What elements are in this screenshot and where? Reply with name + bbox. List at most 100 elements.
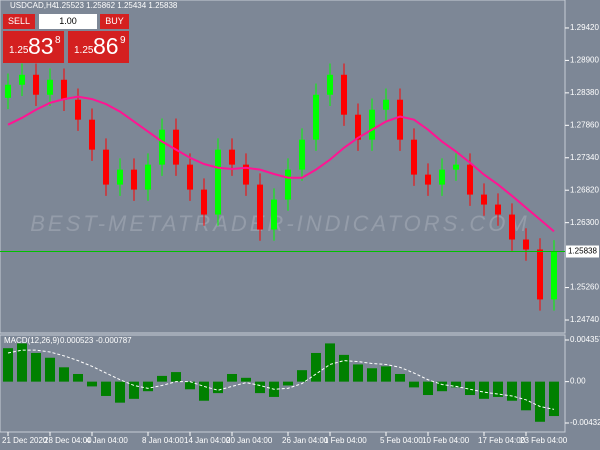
x-tick-label: 14 Jan 04:00 — [184, 436, 231, 445]
macd-bar — [17, 343, 27, 382]
macd-bar — [115, 381, 125, 403]
macd-bar — [479, 381, 489, 399]
lot-input[interactable]: 1.00 — [39, 14, 97, 29]
macd-bar — [73, 373, 83, 382]
macd-bar — [325, 343, 335, 382]
macd-title: MACD(12,26,9) — [4, 336, 60, 345]
candle-body — [369, 109, 375, 140]
candle-body — [271, 199, 277, 230]
candle-body — [103, 149, 109, 185]
candle-body — [509, 214, 515, 240]
macd-bar — [129, 381, 139, 399]
macd-bar — [367, 368, 377, 382]
candle-body — [551, 251, 557, 300]
price-pips: 86 — [93, 33, 119, 59]
current-price-label: 1.25838 — [568, 247, 597, 256]
trade-panel: SELL 1.00 BUY 1.25 83 8 1.25 86 9 — [3, 14, 129, 64]
candle-body — [257, 184, 263, 230]
macd-bar — [339, 354, 349, 382]
price-point: 8 — [55, 35, 61, 46]
y-tick-label: -0.004328 — [570, 418, 600, 427]
macd-bar — [199, 381, 209, 401]
candle-body — [33, 74, 39, 95]
x-tick-label: 23 Feb 04:00 — [520, 436, 568, 445]
y-tick-label: 1.29420 — [570, 23, 599, 32]
price-frame — [0, 0, 566, 334]
candle-body — [341, 74, 347, 115]
chart-title: USDCAD,H4 — [10, 1, 57, 10]
candle-body — [299, 139, 305, 170]
sell-button[interactable]: SELL — [3, 14, 35, 29]
buy-button[interactable]: BUY — [100, 14, 129, 29]
candle-body — [481, 194, 487, 205]
macd-bar — [87, 381, 97, 387]
macd-bar — [101, 381, 111, 396]
buy-price[interactable]: 1.25 86 9 — [68, 31, 129, 63]
candle-body — [159, 129, 165, 165]
macd-bar — [311, 352, 321, 382]
macd-bar — [255, 381, 265, 394]
candle-body — [131, 169, 137, 190]
candle-body — [47, 79, 53, 95]
candle-body — [201, 189, 207, 215]
x-tick-label: 8 Jan 04:00 — [142, 436, 184, 445]
macd-bar — [227, 373, 237, 382]
candle-body — [145, 164, 151, 190]
candle-body — [355, 114, 361, 140]
macd-frame — [0, 334, 566, 433]
candle-body — [5, 84, 11, 98]
y-tick-label: 1.27340 — [570, 153, 599, 162]
macd-bar — [157, 375, 167, 382]
x-tick-label: 17 Feb 04:00 — [478, 436, 526, 445]
price-prefix: 1.25 — [9, 45, 29, 56]
candle-body — [439, 169, 445, 185]
y-tick-label: 1.26820 — [570, 185, 599, 194]
y-tick-label: 0.00 — [570, 377, 586, 386]
macd-bar — [45, 357, 55, 382]
candle-body — [411, 139, 417, 175]
x-tick-label: 28 Dec 04:00 — [44, 436, 92, 445]
y-tick-label: 1.26300 — [570, 218, 599, 227]
macd-bar — [507, 381, 517, 401]
macd-bar — [521, 381, 531, 411]
y-tick-label: 1.28380 — [570, 88, 599, 97]
signal-line — [7, 349, 555, 410]
candle-body — [383, 99, 389, 110]
macd-bar — [437, 381, 447, 392]
macd-bar — [465, 381, 475, 396]
y-tick-label: 1.28900 — [570, 56, 599, 65]
macd-bar — [3, 348, 13, 382]
candle-body — [425, 174, 431, 185]
macd-bar — [241, 377, 251, 382]
price-prefix: 1.25 — [74, 45, 94, 56]
macd-bar — [423, 381, 433, 396]
macd-bar — [283, 381, 293, 386]
x-tick-label: 4 Jan 04:00 — [86, 436, 128, 445]
candle-body — [75, 99, 81, 120]
x-tick-label: 20 Jan 04:00 — [226, 436, 273, 445]
price-pips: 83 — [28, 33, 54, 59]
candle-body — [229, 149, 235, 165]
macd-bar — [535, 381, 545, 422]
candle-body — [523, 239, 529, 250]
price-point: 9 — [120, 35, 126, 46]
candle-body — [173, 129, 179, 165]
macd-bar — [143, 381, 153, 392]
current-price-box — [566, 245, 599, 258]
candle-body — [243, 164, 249, 185]
macd-bar — [171, 372, 181, 382]
candle-body — [495, 204, 501, 215]
macd-bar — [59, 367, 69, 382]
macd-bar — [185, 381, 195, 390]
chart-subtitle: 1.25523 1.25862 1.25434 1.25838 — [55, 1, 178, 10]
candle-body — [467, 164, 473, 195]
candle-body — [397, 99, 403, 140]
macd-subtitle: 0.000523 -0.000787 — [60, 336, 132, 345]
macd-bar — [451, 381, 461, 388]
sell-price[interactable]: 1.25 83 8 — [3, 31, 64, 63]
y-tick-label: 1.27860 — [570, 120, 599, 129]
x-tick-label: 21 Dec 2020 — [2, 436, 48, 445]
macd-bar — [297, 370, 307, 382]
